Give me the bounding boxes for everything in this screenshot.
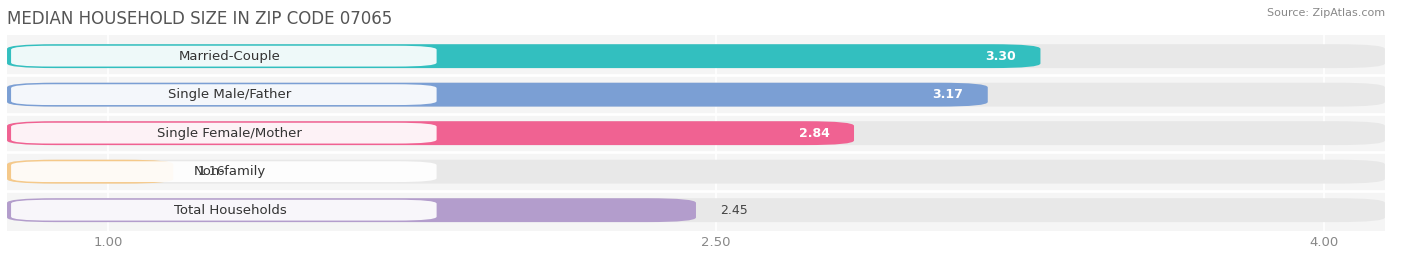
FancyBboxPatch shape	[7, 198, 696, 222]
FancyBboxPatch shape	[7, 198, 1385, 222]
Text: Non-family: Non-family	[194, 165, 266, 178]
FancyBboxPatch shape	[11, 200, 437, 221]
FancyBboxPatch shape	[7, 83, 988, 107]
FancyBboxPatch shape	[7, 160, 173, 184]
FancyBboxPatch shape	[7, 121, 853, 145]
Text: 2.84: 2.84	[799, 127, 830, 140]
FancyBboxPatch shape	[7, 44, 1040, 68]
Text: Single Male/Father: Single Male/Father	[169, 88, 291, 101]
Text: Married-Couple: Married-Couple	[179, 50, 281, 63]
FancyBboxPatch shape	[11, 161, 437, 182]
FancyBboxPatch shape	[7, 160, 1385, 184]
Text: Source: ZipAtlas.com: Source: ZipAtlas.com	[1267, 8, 1385, 18]
FancyBboxPatch shape	[7, 44, 1385, 68]
FancyBboxPatch shape	[7, 83, 1385, 107]
Text: 3.30: 3.30	[986, 50, 1017, 63]
FancyBboxPatch shape	[11, 123, 437, 144]
Text: Total Households: Total Households	[173, 204, 287, 217]
FancyBboxPatch shape	[11, 84, 437, 105]
Text: 1.16: 1.16	[197, 165, 225, 178]
FancyBboxPatch shape	[11, 46, 437, 66]
FancyBboxPatch shape	[7, 121, 1385, 145]
Text: 2.45: 2.45	[720, 204, 748, 217]
Text: Single Female/Mother: Single Female/Mother	[157, 127, 302, 140]
Text: MEDIAN HOUSEHOLD SIZE IN ZIP CODE 07065: MEDIAN HOUSEHOLD SIZE IN ZIP CODE 07065	[7, 10, 392, 28]
Text: 3.17: 3.17	[932, 88, 963, 101]
